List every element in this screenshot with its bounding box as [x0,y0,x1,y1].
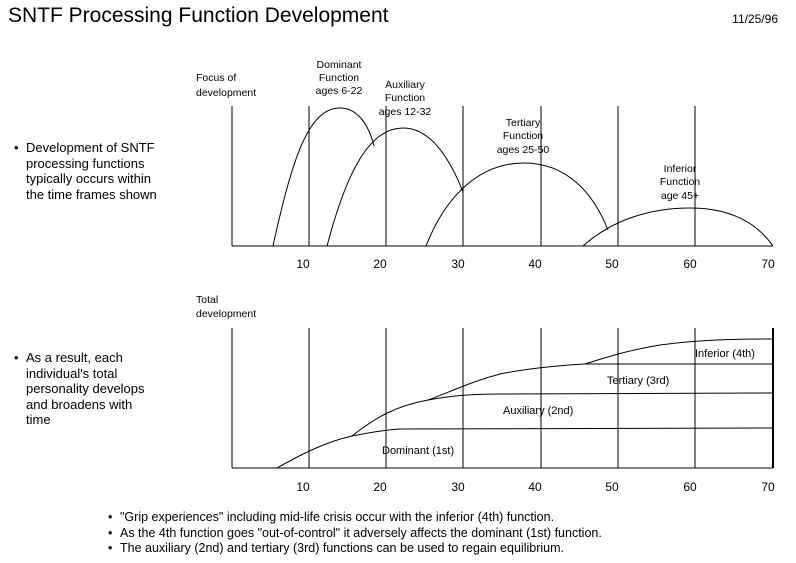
auxiliary-curve-label: Auxiliary (2nd) [503,405,573,417]
bottom-x-ticks: 10 20 30 40 50 60 70 [296,480,775,494]
bottom-tick-label: 10 [296,480,310,494]
top-y-label-line1: Focus of [196,72,236,84]
top-tick-label: 30 [451,257,465,271]
tertiary-curve-label: Tertiary (3rd) [607,375,669,387]
bullet-icon: • [14,140,19,155]
note-text: "Grip experiences" including mid-life cr… [120,510,555,524]
top-bullet: • Development of SNTF processing functio… [14,140,194,202]
bullet-icon: • [108,525,113,540]
top-tick-label: 10 [296,257,310,271]
bottom-bullet-text: As a result, each individual's total per… [26,350,145,427]
bottom-tick-label: 20 [373,480,387,494]
top-tick-label: 70 [761,257,775,271]
top-bullet-text: Development of SNTF processing functions… [26,140,157,202]
inferior-function-label: Inferior Function age 45+ [660,163,700,202]
inferior-curve [582,207,774,247]
top-y-label: Focus of development [196,72,256,99]
bottom-tick-label: 50 [605,480,619,494]
bottom-y-label-line1: Total [196,294,218,306]
bottom-tick-label: 40 [528,480,542,494]
notes-list: • "Grip experiences" including mid-life c… [108,510,602,557]
dominant-cumulative-curve [276,427,774,469]
top-x-ticks: 10 20 30 40 50 60 70 [296,257,775,271]
auxiliary-curve [326,127,464,247]
bottom-chart [231,328,774,469]
top-tick-label: 60 [683,257,697,271]
note-item: • As the 4th function goes "out-of-contro… [108,526,602,542]
tertiary-function-label: Tertiary Function ages 25-50 [497,117,550,156]
bottom-tick-label: 70 [761,480,775,494]
tertiary-curve [425,162,609,247]
note-item: • The auxiliary (2nd) and tertiary (3rd) … [108,541,602,557]
bottom-tick-label: 60 [683,480,697,494]
note-text: As the 4th function goes "out-of-control… [120,525,602,540]
dominant-curve [272,107,375,247]
bottom-y-label: Total development [196,294,256,320]
inferior-cumulative-curve [584,338,774,365]
top-tick-label: 20 [373,257,387,271]
top-tick-label: 50 [605,257,619,271]
page-title: SNTF Processing Function Development [8,4,389,27]
bullet-icon: • [108,510,113,524]
date-label: 11/25/96 [732,12,778,26]
note-text: The auxiliary (2nd) and tertiary (3rd) f… [120,541,564,555]
bottom-tick-label: 30 [451,480,465,494]
note-item: • "Grip experiences" including mid-life c… [108,510,602,526]
top-y-label-line2: development [196,87,256,99]
dominant-function-label: Dominant Function ages 6-22 [316,59,363,97]
bullet-icon: • [14,350,19,365]
inferior-curve-label: Inferior (4th) [695,348,755,360]
dominant-curve-label: Dominant (1st) [382,445,454,457]
auxiliary-function-label: Auxiliary Function ages 12-32 [379,79,432,118]
top-tick-label: 40 [528,257,542,271]
top-chart [231,106,774,247]
tertiary-cumulative-curve [427,363,773,401]
bullet-icon: • [108,541,113,555]
bottom-bullet: • As a result, each individual's total p… [14,350,194,428]
bottom-y-label-line2: development [196,308,256,320]
